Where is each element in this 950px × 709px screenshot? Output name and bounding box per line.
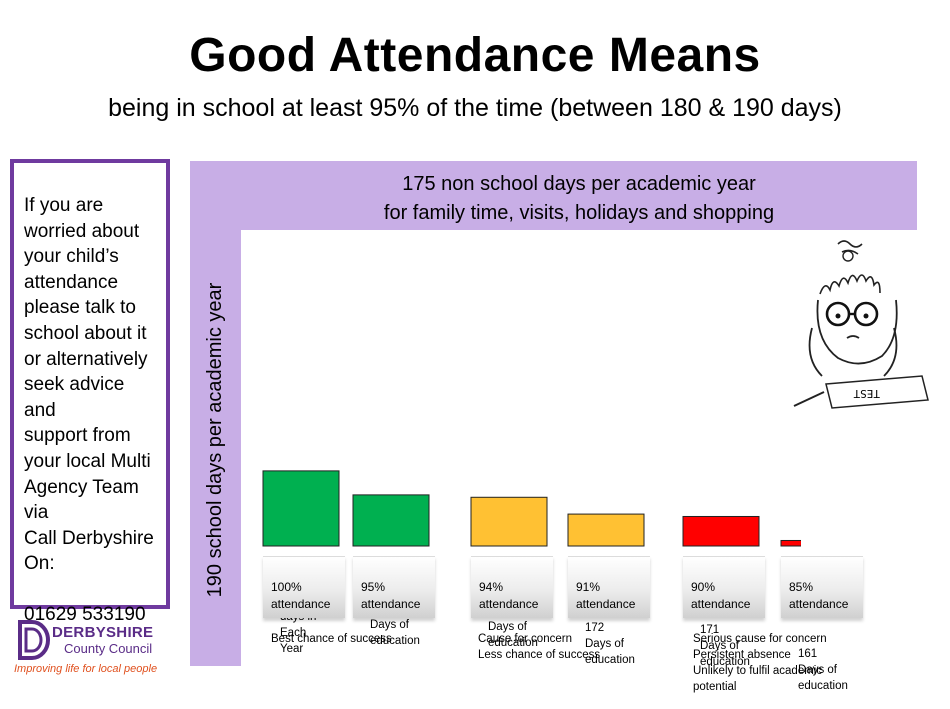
bar-label-4: 172 Days of education bbox=[585, 622, 635, 667]
attendance-word: attendance bbox=[271, 597, 331, 611]
attendance-box-6: 85% attendance bbox=[781, 556, 863, 618]
advice-text: If you are worried about your child’s at… bbox=[24, 195, 154, 575]
derbyshire-d-icon bbox=[18, 620, 50, 660]
advice-box: If you are worried about your child’s at… bbox=[10, 159, 170, 625]
worried-student-icon: TEST bbox=[793, 240, 929, 409]
bar-5 bbox=[682, 515, 760, 547]
bar-3 bbox=[470, 496, 548, 547]
risk-note-1: Best chance of success bbox=[271, 633, 392, 645]
page-title: Good Attendance Means bbox=[189, 29, 761, 82]
attendance-word: attendance bbox=[361, 597, 421, 611]
attendance-pct: 90% bbox=[691, 580, 716, 594]
bar-label-6: 161 Days of education bbox=[798, 648, 848, 693]
attendance-box-2: 95% attendance bbox=[353, 556, 435, 618]
bar-1 bbox=[262, 470, 340, 547]
attendance-box-5: 90% attendance bbox=[683, 556, 765, 618]
attendance-pct: 85% bbox=[789, 580, 814, 594]
attendance-pct: 91% bbox=[576, 580, 601, 594]
attendance-word: attendance bbox=[789, 597, 849, 611]
derbyshire-logo: DERBYSHIRE County Council Improving life… bbox=[12, 620, 182, 680]
non-school-days-label: 175 non school days per academic year fo… bbox=[383, 173, 775, 224]
logo-line1: DERBYSHIRE bbox=[52, 624, 154, 641]
page-subtitle: being in school at least 95% of the time… bbox=[108, 94, 842, 122]
phone-number: 01629 533190 bbox=[24, 603, 146, 625]
attendance-pct: 95% bbox=[361, 580, 386, 594]
bar-2 bbox=[352, 494, 430, 547]
attendance-bar-chart bbox=[262, 470, 801, 547]
school-days-band bbox=[190, 161, 241, 666]
risk-note-2: Cause for concern Less chance of success bbox=[478, 633, 601, 661]
risk-note-3: Serious cause for concern Persistent abs… bbox=[693, 633, 827, 693]
attendance-word: attendance bbox=[479, 597, 539, 611]
attendance-pct: 94% bbox=[479, 580, 504, 594]
non-school-days-band bbox=[190, 161, 917, 230]
attendance-box-1: 100% attendance bbox=[263, 556, 345, 618]
y-axis-label: 190 school days per academic year bbox=[204, 282, 226, 598]
cartoon-test-text: TEST bbox=[853, 387, 880, 400]
attendance-word: attendance bbox=[691, 597, 751, 611]
bar-4 bbox=[567, 513, 645, 547]
attendance-box-4: 91% attendance bbox=[568, 556, 650, 618]
attendance-pct: 100% bbox=[271, 580, 302, 594]
attendance-word: attendance bbox=[576, 597, 636, 611]
logo-line2: County Council bbox=[64, 641, 153, 656]
attendance-box-3: 94% attendance bbox=[471, 556, 553, 618]
logo-tagline: Improving life for local people bbox=[14, 663, 158, 675]
bar-6 bbox=[780, 539, 801, 547]
bar-label-5: 171 Days of education bbox=[700, 624, 750, 669]
